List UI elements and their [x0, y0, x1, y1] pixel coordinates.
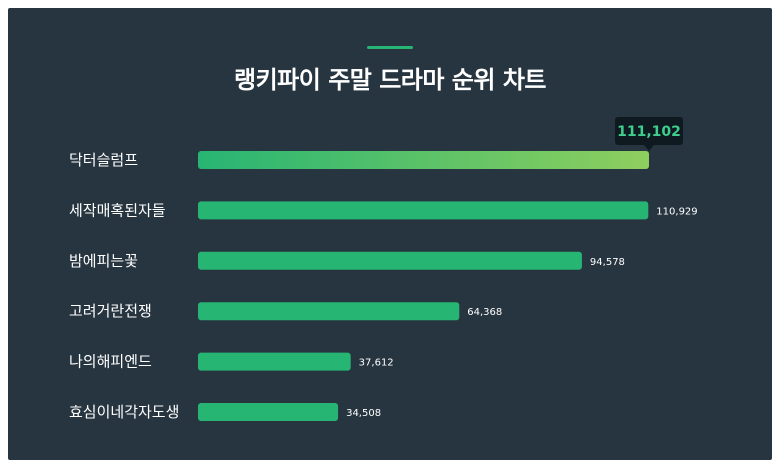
bar	[198, 151, 649, 169]
bar	[198, 403, 339, 421]
chart-panel: 랭키파이 주말 드라마 순위 차트	[8, 8, 772, 460]
title-accent-line	[367, 46, 413, 49]
bar	[198, 352, 351, 371]
top-value-callout: 111,102	[615, 117, 683, 151]
value-label: 111,102	[617, 124, 681, 140]
category-label: 닥터슬럼프	[69, 151, 138, 169]
category-label: 고려거란전쟁	[69, 302, 152, 320]
bar	[198, 201, 649, 220]
chart-title: 랭키파이 주말 드라마 순위 차트	[234, 66, 546, 94]
callout-arrow	[644, 145, 654, 151]
callout-box	[615, 117, 683, 145]
category-label: 효심이네각자도생	[69, 403, 179, 421]
value-label: 64,368	[467, 307, 502, 318]
value-label: 110,929	[656, 206, 697, 217]
category-label: 밤에피는꽃	[69, 252, 138, 270]
category-label: 나의해피엔드	[69, 353, 152, 371]
value-label: 94,578	[590, 257, 625, 268]
bar	[198, 251, 582, 270]
bar	[198, 302, 460, 321]
value-label: 34,508	[346, 408, 381, 419]
value-label: 37,612	[359, 358, 394, 369]
category-label: 세작매혹된자들	[69, 201, 166, 219]
